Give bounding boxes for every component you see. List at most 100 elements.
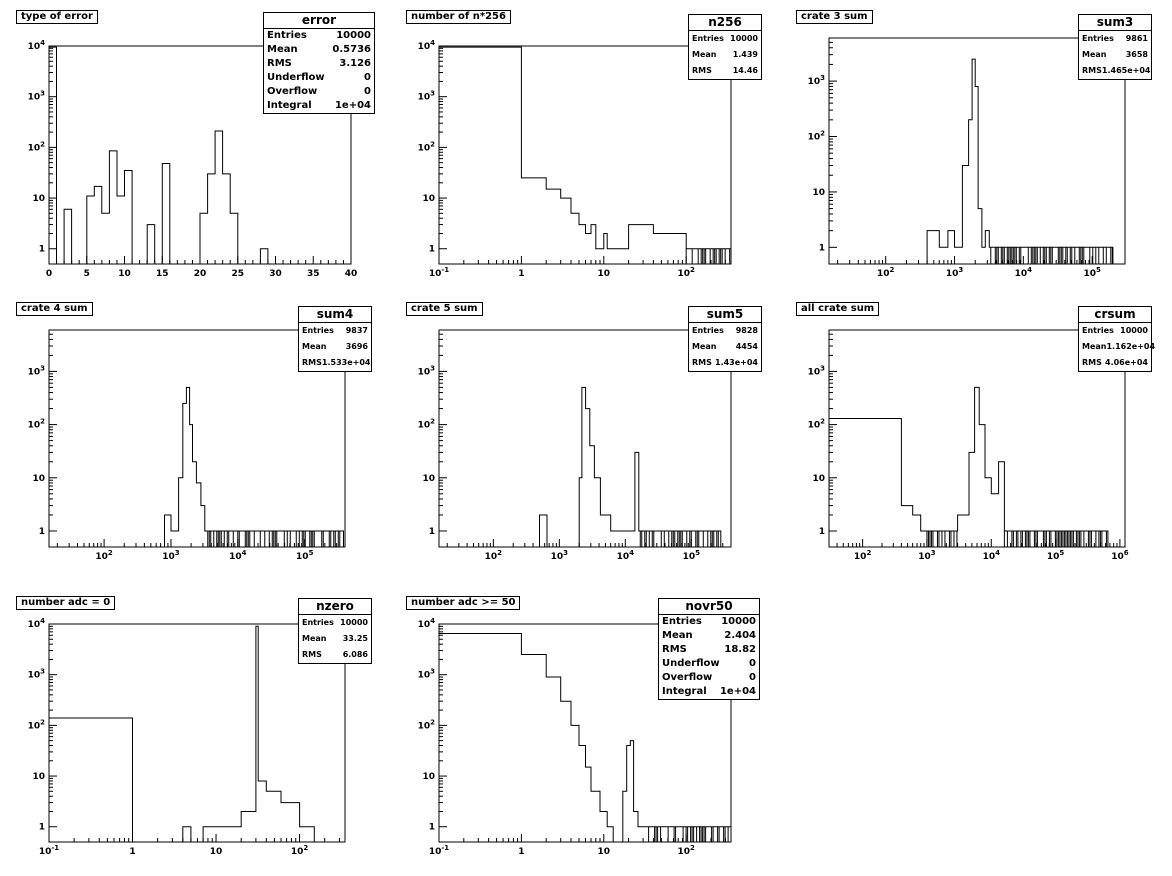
stats-row: RMS 1.465e+04 xyxy=(1079,63,1151,79)
x-tick-label-sum5-0: 102 xyxy=(485,549,503,562)
plot-frame xyxy=(828,37,1126,265)
histogram-title: number of n*256 xyxy=(406,10,511,24)
x-tick-label-sum4-0: 102 xyxy=(95,549,113,562)
x-tick-label-error-3: 15 xyxy=(156,269,169,279)
stats-histogram-name: sum5 xyxy=(689,307,761,323)
x-tick-label-crsum-0: 102 xyxy=(854,549,872,562)
stats-key: Overflow xyxy=(662,672,713,683)
stats-row: RMS 1.43e+04 xyxy=(689,355,761,371)
y-tick-label-novr50-1: 10 xyxy=(422,772,435,782)
plot-frame xyxy=(828,329,1126,548)
y-tick-label-sum5-3: 103 xyxy=(418,364,436,377)
histogram-line-sum4 xyxy=(164,386,344,547)
stats-value: 10000 xyxy=(721,616,756,627)
x-tick-label-error-8: 40 xyxy=(345,269,358,279)
stats-key: Mean xyxy=(267,44,298,55)
stats-value: 6.086 xyxy=(342,650,368,659)
y-tick-label-error-3: 103 xyxy=(28,90,46,103)
histogram-title: number adc >= 50 xyxy=(406,596,521,610)
stats-row: RMS 14.46 xyxy=(689,63,761,79)
y-tick-label-sum3-3: 103 xyxy=(808,74,826,87)
y-tick-label-n256-4: 104 xyxy=(418,39,436,52)
stats-row: Entries 9837 xyxy=(299,323,371,339)
sparse-entries-sum3-11 xyxy=(990,247,1113,264)
histogram-pad-sum4: 1 10 102 103 102 103 104 105 crate 4 sum sum4 Entr… xyxy=(8,300,388,580)
histogram-plot-sum4: 1 10 102 103 102 103 104 105 xyxy=(28,329,346,562)
y-tick-label-nzero-1: 10 xyxy=(32,772,45,782)
stats-row: Entries 10000 xyxy=(1079,323,1151,339)
stats-key: Entries xyxy=(1082,326,1114,335)
x-tick-label-error-5: 25 xyxy=(231,269,244,279)
stats-key: Mean xyxy=(692,50,717,59)
y-tick-label-error-4: 104 xyxy=(28,39,46,52)
stats-key: Underflow xyxy=(267,72,325,83)
stats-key: Integral xyxy=(662,686,707,697)
y-tick-label-error-2: 102 xyxy=(28,140,46,153)
stats-histogram-name: error xyxy=(264,13,374,29)
x-tick-label-crsum-3: 105 xyxy=(1047,549,1065,562)
y-tick-label-sum3-1: 10 xyxy=(812,188,825,198)
histogram-plot-nzero: 1 10 102 103 104 10-1 1 10 102 xyxy=(28,617,346,857)
plot-frame xyxy=(438,329,732,548)
stats-value: 9837 xyxy=(345,326,368,335)
stats-key: Entries xyxy=(302,618,334,627)
y-tick-label-sum3-2: 102 xyxy=(808,130,826,143)
histogram-title: crate 3 sum xyxy=(796,10,873,24)
stats-row: Entries 9828 xyxy=(689,323,761,339)
histogram-line-sum3 xyxy=(926,58,1114,264)
stats-row: Underflow 0 xyxy=(264,71,374,85)
stats-key: RMS xyxy=(1082,358,1102,367)
y-tick-label-n256-1: 10 xyxy=(422,194,435,204)
stats-value: 3658 xyxy=(1125,50,1148,59)
x-tick-label-n256-1: 1 xyxy=(518,269,524,279)
stats-box: sum3 Entries 9861 Mean 3658 RMS 1.465e+04 xyxy=(1078,14,1152,80)
x-tick-label-novr50-3: 102 xyxy=(677,844,695,857)
x-tick-label-error-1: 5 xyxy=(84,269,90,279)
y-tick-label-crsum-1: 10 xyxy=(812,474,825,484)
stats-box: novr50 Entries 10000 Mean 2.404 RMS 18.82 Under… xyxy=(658,598,760,700)
stats-key: Entries xyxy=(662,616,702,627)
y-tick-label-nzero-3: 103 xyxy=(28,668,46,681)
y-tick-label-n256-3: 103 xyxy=(418,90,436,103)
y-tick-label-nzero-4: 104 xyxy=(28,617,46,630)
x-tick-label-nzero-2: 10 xyxy=(210,847,223,857)
x-tick-label-crsum-4: 106 xyxy=(1111,549,1129,562)
stats-row: Entries 10000 xyxy=(689,31,761,47)
stats-histogram-name: sum4 xyxy=(299,307,371,323)
histogram-plot-n256: 1 10 102 103 104 10-1 1 10 102 xyxy=(418,39,732,279)
histogram-plot-sum5: 1 10 102 103 102 103 104 105 xyxy=(418,329,732,562)
stats-key: Integral xyxy=(267,100,312,111)
stats-key: Underflow xyxy=(662,658,720,669)
stats-box: sum4 Entries 9837 Mean 3696 RMS 1.533e+04 xyxy=(298,306,372,372)
x-tick-label-sum3-1: 103 xyxy=(946,266,964,279)
y-tick-label-sum5-2: 102 xyxy=(418,418,436,431)
histogram-title: type of error xyxy=(16,10,98,24)
histogram-pad-sum3: 1 10 102 103 102 103 104 105 crate 3 sum sum3 Entr… xyxy=(788,8,1168,288)
stats-row: RMS 4.06e+04 xyxy=(1079,355,1151,371)
stats-key: Entries xyxy=(692,34,724,43)
x-tick-label-novr50-2: 10 xyxy=(598,847,611,857)
stats-key: Entries xyxy=(1082,34,1114,43)
stats-box: sum5 Entries 9828 Mean 4454 RMS 1.43e+04 xyxy=(688,306,762,372)
stats-row: RMS 3.126 xyxy=(264,57,374,71)
x-tick-label-nzero-1: 1 xyxy=(129,847,135,857)
y-tick-label-error-1: 10 xyxy=(32,194,45,204)
stats-value: 33.25 xyxy=(342,634,368,643)
x-tick-label-novr50-1: 1 xyxy=(518,847,524,857)
stats-row: Entries 10000 xyxy=(659,615,759,629)
stats-key: Entries xyxy=(692,326,724,335)
x-tick-label-error-4: 20 xyxy=(194,269,207,279)
stats-value: 9828 xyxy=(735,326,758,335)
y-tick-label-novr50-4: 104 xyxy=(418,617,436,630)
histogram-line-n256 xyxy=(438,46,732,264)
stats-value: 1.465e+04 xyxy=(1101,66,1151,75)
stats-row: Mean 1.162e+04 xyxy=(1079,339,1155,355)
plot-frame xyxy=(48,329,346,548)
stats-value: 0 xyxy=(364,86,371,97)
stats-value: 18.82 xyxy=(724,644,756,655)
y-tick-label-sum5-0: 1 xyxy=(429,527,435,537)
stats-key: Mean xyxy=(302,634,327,643)
histogram-pad-novr50: 1 10 102 103 104 10-1 1 10 102 number adc >= 50 no… xyxy=(398,594,778,874)
sparse-entries-sum4-9 xyxy=(207,530,341,547)
